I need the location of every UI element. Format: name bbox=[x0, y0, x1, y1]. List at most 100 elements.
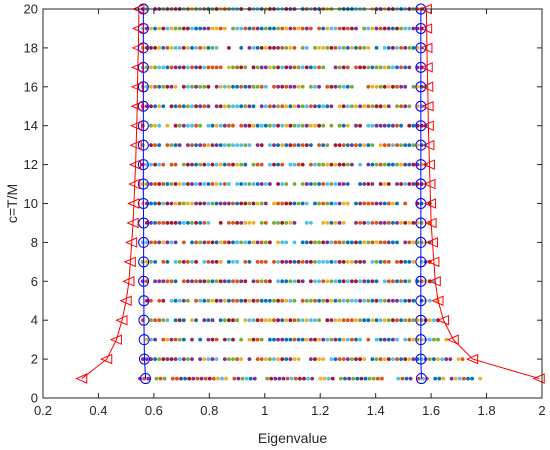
eigenvalue-dot bbox=[202, 240, 207, 245]
eigenvalue-dot bbox=[391, 357, 395, 361]
eigenvalue-dot bbox=[190, 318, 194, 323]
eigenvalue-dot bbox=[399, 221, 403, 225]
eigenvalue-dot bbox=[345, 357, 350, 361]
eigenvalue-dot bbox=[341, 221, 346, 225]
eigenvalue-dot bbox=[255, 84, 260, 89]
blue-circle-marker bbox=[415, 373, 427, 385]
eigenvalue-dot bbox=[378, 298, 383, 303]
eigenvalue-dot bbox=[198, 182, 203, 186]
eigenvalue-dot bbox=[194, 65, 199, 70]
eigenvalue-dot bbox=[181, 104, 186, 109]
eigenvalue-dot bbox=[341, 123, 346, 128]
eigenvalue-dot bbox=[284, 240, 289, 245]
eigenvalue-dot bbox=[194, 318, 199, 323]
eigenvalue-dot bbox=[425, 376, 429, 381]
eigenvalue-dot bbox=[165, 182, 170, 186]
eigenvalue-dot bbox=[292, 65, 297, 70]
y-tick-label: 18 bbox=[24, 40, 38, 55]
eigenvalue-dot bbox=[441, 376, 446, 381]
eigenvalue-dot bbox=[198, 123, 203, 128]
eigenvalue-dot bbox=[403, 221, 408, 225]
eigenvalue-dot bbox=[177, 46, 182, 50]
eigenvalue-dot bbox=[362, 357, 367, 361]
eigenvalue-dot bbox=[382, 143, 387, 148]
eigenvalue-dot bbox=[386, 84, 391, 89]
eigenvalue-dot bbox=[309, 84, 313, 89]
eigenvalue-dot bbox=[317, 201, 321, 206]
eigenvalue-dot bbox=[345, 143, 350, 148]
eigenvalue-dot bbox=[382, 318, 387, 323]
eigenvalue-dot bbox=[395, 318, 399, 323]
red-triangle-marker bbox=[436, 314, 450, 326]
eigenvalue-dot bbox=[153, 123, 158, 128]
red-triangle-marker bbox=[129, 139, 142, 151]
eigenvalue-dot bbox=[276, 298, 280, 303]
eigenvalue-dot bbox=[165, 46, 170, 50]
blue-circle-marker bbox=[415, 42, 427, 54]
eigenvalue-dot bbox=[186, 298, 190, 303]
eigenvalue-dot bbox=[333, 260, 338, 264]
eigenvalue-dot bbox=[165, 357, 170, 361]
eigenvalue-dot bbox=[251, 279, 256, 284]
eigenvalue-dot bbox=[190, 260, 194, 264]
eigenvalue-dot bbox=[399, 123, 403, 128]
eigenvalue-dot bbox=[350, 357, 354, 361]
eigenvalue-dot bbox=[214, 182, 219, 186]
eigenvalue-dot bbox=[309, 123, 313, 128]
eigenvalue-dot bbox=[354, 337, 358, 342]
eigenvalue-dot bbox=[292, 104, 297, 109]
y-tick-label: 20 bbox=[24, 2, 38, 17]
eigenvalue-dot bbox=[391, 123, 395, 128]
eigenvalue-dot bbox=[169, 298, 174, 303]
eigenvalue-dot bbox=[170, 376, 175, 381]
eigenvalue-dot bbox=[407, 298, 412, 303]
eigenvalue-dot bbox=[300, 182, 305, 186]
eigenvalue-dot bbox=[288, 337, 293, 342]
eigenvalue-dot bbox=[214, 260, 219, 264]
eigenvalue-dot bbox=[354, 65, 358, 70]
eigenvalue-dot bbox=[149, 182, 153, 186]
eigenvalue-dot bbox=[345, 46, 350, 50]
eigenvalue-dot bbox=[235, 279, 240, 284]
eigenvalue-dot bbox=[162, 376, 167, 381]
eigenvalue-dot bbox=[145, 260, 149, 264]
eigenvalue-dot bbox=[181, 123, 186, 128]
eigenvalue-dot bbox=[378, 123, 383, 128]
eigenvalue-dot bbox=[325, 84, 330, 89]
eigenvalue-dot bbox=[309, 104, 313, 109]
eigenvalue-dot bbox=[354, 221, 358, 225]
eigenvalue-dot bbox=[292, 143, 297, 148]
eigenvalue-dot bbox=[227, 162, 231, 167]
eigenvalue-dot bbox=[304, 240, 309, 245]
blue-circle-marker bbox=[138, 295, 150, 307]
eigenvalue-dot bbox=[391, 143, 395, 148]
eigenvalue-dot bbox=[218, 240, 223, 245]
eigenvalue-dot bbox=[358, 318, 362, 323]
red-triangle-marker bbox=[532, 373, 545, 384]
eigenvalue-dot bbox=[222, 143, 227, 148]
eigenvalue-dot bbox=[395, 357, 399, 361]
eigenvalue-dot bbox=[366, 337, 371, 342]
eigenvalue-dot bbox=[280, 357, 285, 361]
eigenvalue-dot bbox=[399, 279, 403, 284]
eigenvalue-dot bbox=[370, 182, 375, 186]
eigenvalue-dot bbox=[165, 201, 170, 206]
eigenvalue-dot bbox=[243, 318, 248, 323]
eigenvalue-dot bbox=[268, 26, 272, 31]
eigenvalue-dot bbox=[337, 65, 342, 70]
eigenvalue-dot bbox=[161, 318, 166, 323]
eigenvalue-dot bbox=[309, 143, 313, 148]
eigenvalue-dot bbox=[337, 298, 342, 303]
red-triangle-marker bbox=[465, 353, 479, 365]
eigenvalue-dot bbox=[329, 337, 334, 342]
eigenvalue-dot bbox=[251, 65, 256, 70]
eigenvalue-dot bbox=[186, 279, 190, 284]
eigenvalue-dot bbox=[268, 357, 272, 361]
eigenvalue-dot bbox=[276, 221, 280, 225]
eigenvalue-dot bbox=[317, 123, 321, 128]
eigenvalue-dot bbox=[421, 376, 425, 381]
eigenvalue-dot bbox=[403, 46, 408, 50]
eigenvalue-dot bbox=[284, 123, 289, 128]
eigenvalue-dot bbox=[345, 104, 350, 109]
eigenvalue-dot bbox=[227, 123, 231, 128]
